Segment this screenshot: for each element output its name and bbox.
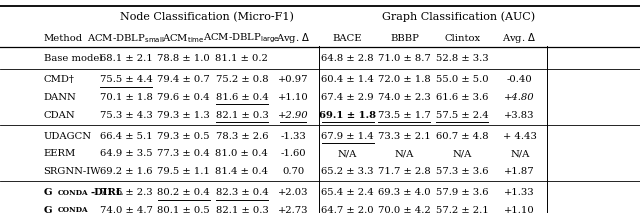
Text: 57.2 ± 2.1: 57.2 ± 2.1 — [436, 206, 488, 213]
Text: +1.33: +1.33 — [504, 188, 535, 197]
Text: N/A: N/A — [510, 149, 529, 158]
Text: Clintox: Clintox — [444, 34, 480, 43]
Text: -1.33: -1.33 — [280, 132, 306, 141]
Text: 75.5 ± 4.4: 75.5 ± 4.4 — [100, 75, 152, 84]
Text: BBBP: BBBP — [390, 34, 419, 43]
Text: 73.5 ± 1.7: 73.5 ± 1.7 — [378, 111, 431, 119]
Text: +2.73: +2.73 — [278, 206, 308, 213]
Text: 81.6 ± 0.4: 81.6 ± 0.4 — [216, 93, 268, 102]
Text: +2.03: +2.03 — [278, 188, 308, 197]
Text: 82.1 ± 0.3: 82.1 ± 0.3 — [216, 111, 268, 119]
Text: 73.3 ± 2.1: 73.3 ± 2.1 — [378, 132, 431, 141]
Text: -DIRL: -DIRL — [91, 188, 124, 197]
Text: Method: Method — [44, 34, 83, 43]
Text: 69.3 ± 4.0: 69.3 ± 4.0 — [378, 188, 431, 197]
Text: 75.3 ± 4.3: 75.3 ± 4.3 — [100, 111, 152, 119]
Text: 65.4 ± 2.4: 65.4 ± 2.4 — [321, 188, 374, 197]
Text: +0.97: +0.97 — [278, 75, 308, 84]
Text: 81.0 ± 0.4: 81.0 ± 0.4 — [216, 149, 268, 158]
Text: 81.4 ± 0.4: 81.4 ± 0.4 — [216, 167, 268, 176]
Text: 67.9 ± 1.4: 67.9 ± 1.4 — [321, 132, 374, 141]
Text: 77.3 ± 0.4: 77.3 ± 0.4 — [157, 149, 210, 158]
Text: -1.60: -1.60 — [280, 149, 306, 158]
Text: 69.2 ± 1.6: 69.2 ± 1.6 — [100, 167, 152, 176]
Text: 61.6 ± 3.6: 61.6 ± 3.6 — [436, 93, 488, 102]
Text: 79.4 ± 0.7: 79.4 ± 0.7 — [157, 75, 210, 84]
Text: 79.3 ± 1.3: 79.3 ± 1.3 — [157, 111, 210, 119]
Text: 70.1 ± 1.8: 70.1 ± 1.8 — [100, 93, 152, 102]
Text: 64.7 ± 2.0: 64.7 ± 2.0 — [321, 206, 374, 213]
Text: 57.5 ± 2.4: 57.5 ± 2.4 — [436, 111, 488, 119]
Text: 57.9 ± 3.6: 57.9 ± 3.6 — [436, 188, 488, 197]
Text: DANN: DANN — [44, 93, 76, 102]
Text: Avg. $\Delta$: Avg. $\Delta$ — [276, 31, 310, 45]
Text: +1.10: +1.10 — [504, 206, 535, 213]
Text: 75.2 ± 0.8: 75.2 ± 0.8 — [216, 75, 268, 84]
Text: -0.40: -0.40 — [507, 75, 532, 84]
Text: +1.10: +1.10 — [278, 93, 308, 102]
Text: 72.0 ± 1.8: 72.0 ± 1.8 — [378, 75, 431, 84]
Text: Avg. $\Delta$: Avg. $\Delta$ — [502, 31, 537, 45]
Text: 74.0 ± 2.3: 74.0 ± 2.3 — [378, 93, 431, 102]
Text: G: G — [44, 206, 52, 213]
Text: 80.1 ± 0.5: 80.1 ± 0.5 — [157, 206, 210, 213]
Text: 52.8 ± 3.3: 52.8 ± 3.3 — [436, 54, 488, 63]
Text: 82.1 ± 0.3: 82.1 ± 0.3 — [216, 206, 268, 213]
Text: 78.8 ± 1.0: 78.8 ± 1.0 — [157, 54, 210, 63]
Text: 66.4 ± 5.1: 66.4 ± 5.1 — [100, 132, 152, 141]
Text: +1.87: +1.87 — [504, 167, 535, 176]
Text: 60.7 ± 4.8: 60.7 ± 4.8 — [436, 132, 488, 141]
Text: 55.0 ± 5.0: 55.0 ± 5.0 — [436, 75, 488, 84]
Text: N/A: N/A — [395, 149, 414, 158]
Text: 71.7 ± 2.8: 71.7 ± 2.8 — [378, 167, 431, 176]
Text: 70.0 ± 4.2: 70.0 ± 4.2 — [378, 206, 431, 213]
Text: 67.4 ± 2.9: 67.4 ± 2.9 — [321, 93, 374, 102]
Text: 78.3 ± 2.6: 78.3 ± 2.6 — [216, 132, 268, 141]
Text: CONDA: CONDA — [58, 189, 88, 197]
Text: ACM-DBLP$_{\rm small}$: ACM-DBLP$_{\rm small}$ — [88, 32, 164, 45]
Text: CONDA: CONDA — [58, 206, 88, 213]
Text: N/A: N/A — [452, 149, 472, 158]
Text: 79.5 ± 1.1: 79.5 ± 1.1 — [157, 167, 210, 176]
Text: +2.90: +2.90 — [278, 111, 308, 119]
Text: G: G — [44, 188, 52, 197]
Text: 74.0 ± 4.7: 74.0 ± 4.7 — [100, 206, 152, 213]
Text: ACM$_{\rm time}$: ACM$_{\rm time}$ — [163, 32, 205, 45]
Text: CMD†: CMD† — [44, 75, 74, 84]
Text: Graph Classification (AUC): Graph Classification (AUC) — [382, 12, 536, 22]
Text: 0.70: 0.70 — [282, 167, 304, 176]
Text: SRGNN-IW: SRGNN-IW — [44, 167, 101, 176]
Text: ACM-DBLP$_{\rm large}$: ACM-DBLP$_{\rm large}$ — [204, 32, 280, 45]
Text: N/A: N/A — [338, 149, 357, 158]
Text: 71.0 ± 8.7: 71.0 ± 8.7 — [378, 54, 431, 63]
Text: +4.80: +4.80 — [504, 93, 535, 102]
Text: 79.6 ± 0.4: 79.6 ± 0.4 — [157, 93, 210, 102]
Text: 64.8 ± 2.8: 64.8 ± 2.8 — [321, 54, 374, 63]
Text: 60.4 ± 1.4: 60.4 ± 1.4 — [321, 75, 374, 84]
Text: + 4.43: + 4.43 — [503, 132, 536, 141]
Text: +3.83: +3.83 — [504, 111, 535, 119]
Text: 69.1 ± 1.8: 69.1 ± 1.8 — [319, 111, 376, 119]
Text: Node Classification (Micro-F1): Node Classification (Micro-F1) — [120, 12, 294, 22]
Text: 81.1 ± 0.2: 81.1 ± 0.2 — [216, 54, 268, 63]
Text: 64.9 ± 3.5: 64.9 ± 3.5 — [100, 149, 152, 158]
Text: 71.6 ± 2.3: 71.6 ± 2.3 — [100, 188, 152, 197]
Text: 65.2 ± 3.3: 65.2 ± 3.3 — [321, 167, 374, 176]
Text: UDAGCN: UDAGCN — [44, 132, 92, 141]
Text: 80.2 ± 0.4: 80.2 ± 0.4 — [157, 188, 210, 197]
Text: Base model: Base model — [44, 54, 102, 63]
Text: CDAN: CDAN — [44, 111, 75, 119]
Text: EERM: EERM — [44, 149, 76, 158]
Text: 68.1 ± 2.1: 68.1 ± 2.1 — [100, 54, 152, 63]
Text: BACE: BACE — [333, 34, 362, 43]
Text: 57.3 ± 3.6: 57.3 ± 3.6 — [436, 167, 488, 176]
Text: 82.3 ± 0.4: 82.3 ± 0.4 — [216, 188, 268, 197]
Text: 79.3 ± 0.5: 79.3 ± 0.5 — [157, 132, 210, 141]
